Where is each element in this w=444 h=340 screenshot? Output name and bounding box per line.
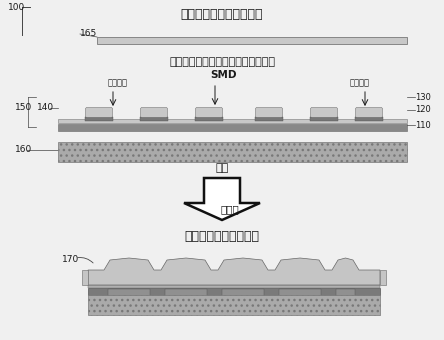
- Bar: [255, 117, 283, 121]
- Bar: [355, 117, 383, 121]
- Bar: [165, 289, 207, 298]
- Bar: [310, 117, 338, 121]
- Text: 印刷电路: 印刷电路: [350, 78, 370, 87]
- Text: 织物: 织物: [215, 163, 229, 173]
- FancyBboxPatch shape: [86, 107, 112, 118]
- Text: SMD: SMD: [210, 70, 236, 80]
- Bar: [195, 117, 223, 121]
- FancyBboxPatch shape: [310, 107, 337, 118]
- FancyBboxPatch shape: [195, 107, 222, 118]
- Bar: [82, 270, 88, 285]
- Text: 结合接头: 结合接头: [108, 78, 128, 87]
- Text: 110: 110: [415, 120, 431, 130]
- Text: 120: 120: [415, 105, 431, 115]
- Polygon shape: [184, 178, 260, 220]
- Bar: [336, 289, 355, 298]
- Text: 空白热塑性聚氨酯热熔膜: 空白热塑性聚氨酯热熔膜: [181, 7, 263, 20]
- Bar: [222, 289, 264, 298]
- Bar: [140, 117, 168, 121]
- FancyBboxPatch shape: [140, 107, 167, 118]
- Text: 170: 170: [62, 255, 79, 265]
- Bar: [58, 119, 407, 123]
- Text: 130: 130: [415, 92, 431, 102]
- Text: 140: 140: [37, 103, 54, 113]
- FancyBboxPatch shape: [356, 107, 382, 118]
- Text: 160: 160: [15, 146, 32, 154]
- Polygon shape: [88, 258, 380, 285]
- Text: 100: 100: [8, 2, 25, 12]
- Bar: [58, 124, 407, 131]
- Text: 165: 165: [80, 30, 97, 38]
- Text: 热固化: 热固化: [221, 204, 239, 215]
- FancyBboxPatch shape: [255, 107, 282, 118]
- Text: 组装的印刷电路热塑性聚氨酯热熔膜: 组装的印刷电路热塑性聚氨酯热熔膜: [169, 57, 275, 67]
- Bar: [85, 117, 113, 121]
- Bar: [97, 37, 407, 44]
- Bar: [88, 295, 380, 315]
- Bar: [108, 289, 150, 298]
- Bar: [88, 288, 380, 295]
- Bar: [279, 289, 321, 298]
- Text: 150: 150: [15, 103, 32, 113]
- Bar: [88, 285, 380, 288]
- Text: 粘合电路图案化工艺后: 粘合电路图案化工艺后: [185, 230, 259, 242]
- Bar: [58, 142, 407, 162]
- Bar: [380, 270, 386, 285]
